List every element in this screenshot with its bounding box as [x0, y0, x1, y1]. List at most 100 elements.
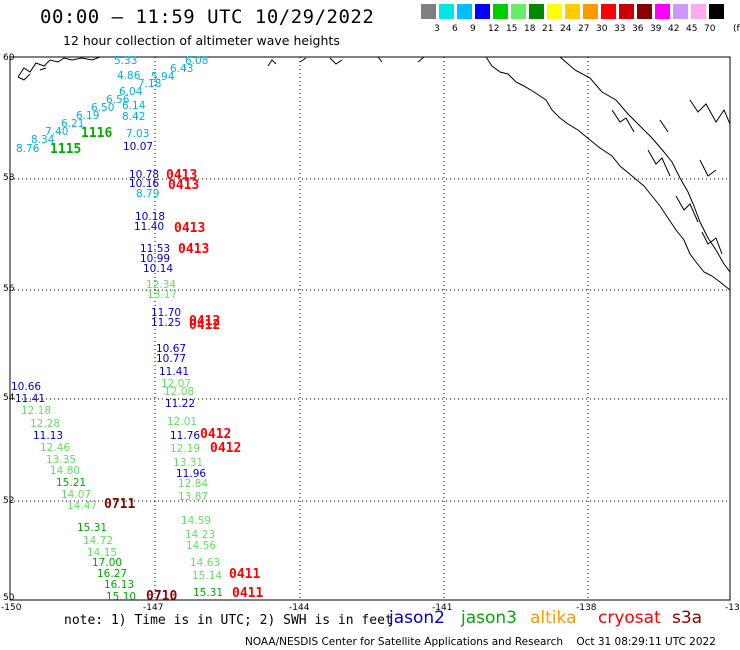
legend-item-jason2: jason2: [389, 608, 445, 628]
wave-height-value: 13.35: [46, 454, 76, 466]
colorbar-swatch: [511, 4, 526, 19]
pass-time-label: 0413: [166, 168, 197, 183]
colorbar-tick-label: 18: [524, 24, 536, 34]
wave-height-value: 10.77: [156, 353, 186, 365]
legend-item-altika: altika: [530, 608, 577, 628]
wave-height-value: 15.14: [192, 570, 222, 582]
colorbar-tick-label: 33: [614, 24, 626, 34]
wave-height-value: 12.18: [21, 405, 51, 417]
wave-height-value: 14.80: [50, 465, 80, 477]
colorbar-tick-label: 70: [704, 24, 716, 34]
page-subtitle: 12 hour collection of altimeter wave hei…: [63, 33, 340, 48]
wave-height-value: 14.56: [186, 540, 216, 552]
wave-height-value: 15.31: [193, 587, 223, 599]
coastline: [17, 56, 731, 291]
pass-time-label: 0411: [229, 567, 260, 582]
map-frame: [9, 56, 731, 601]
legend-item-jason3: jason3: [461, 608, 517, 628]
wave-height-value: 12.19: [170, 443, 200, 455]
wave-height-value: 11.96: [176, 468, 206, 480]
colorbar-swatch: [601, 4, 616, 19]
colorbar-tick-label: 42: [668, 24, 680, 34]
colorbar-swatch: [655, 4, 670, 19]
latitude-label: 50: [3, 593, 15, 603]
wave-height-value: 8.76: [16, 143, 40, 155]
wave-height-value: 16.27: [97, 568, 127, 580]
wave-height-value: 11.13: [33, 430, 63, 442]
longitude-label: -150: [1, 603, 22, 613]
graticule-grid: [10, 57, 730, 600]
footer-note: note: 1) Time is in UTC; 2) SWH is in fe…: [64, 613, 393, 628]
wave-height-value: 14.59: [181, 515, 211, 527]
pass-time-label: 0412: [200, 427, 231, 442]
colorbar-tick-label: 6: [452, 24, 458, 34]
colorbar-swatch: [691, 4, 706, 19]
page-title: 00:00 — 11:59 UTC 10/29/2022: [40, 6, 375, 28]
colorbar-tick-label: 36: [632, 24, 644, 34]
wave-height-value: 10.16: [129, 178, 159, 190]
colorbar-tick-label: 12: [488, 24, 500, 34]
wave-height-value: 11.22: [165, 398, 195, 410]
wave-height-value: 10.99: [140, 253, 170, 265]
wave-height-value: 5.33: [114, 55, 137, 67]
wave-height-value: 14.23: [185, 529, 215, 541]
pass-time-label: 0412: [189, 318, 220, 333]
wave-height-value: 12.28: [30, 418, 60, 430]
colorbar-swatch: [529, 4, 544, 19]
wave-height-value: 14.72: [83, 535, 113, 547]
wave-height-value: 11.41: [159, 366, 189, 378]
wave-height-value: 12.01: [167, 416, 197, 428]
wave-height-value: 13.87: [178, 491, 208, 503]
pass-time-labels: 1116111504130413041304130412041204120412…: [50, 126, 263, 604]
wave-height-value: 12.34: [146, 279, 176, 291]
wave-height-value: 8.79: [136, 188, 159, 200]
wave-height-value: 11.41: [15, 393, 45, 405]
wave-height-value: 11.76: [170, 430, 200, 442]
footer-credit: NOAA/NESDIS Center for Satellite Applica…: [245, 636, 716, 648]
wave-height-value: 6.04: [119, 86, 143, 98]
colorbar-swatch: [493, 4, 508, 19]
wave-height-value: 15.21: [56, 477, 86, 489]
latitude-label: 58: [3, 173, 15, 183]
wave-height-value: 10.07: [123, 141, 153, 153]
wave-height-value: 8.34: [31, 134, 55, 146]
wave-height-value: 14.47: [67, 500, 97, 512]
wave-height-value: 6.21: [61, 118, 84, 130]
colorbar-tick-label: 24: [560, 24, 572, 34]
wave-height-value: 15.31: [77, 522, 107, 534]
pass-time-label: 1116: [81, 126, 112, 141]
latitude-label: 52: [3, 496, 14, 506]
pass-time-label: 0711: [104, 497, 135, 512]
longitude-label: -13: [725, 603, 740, 613]
longitude-label: -141: [432, 603, 452, 613]
wave-height-value: 4.86: [117, 70, 141, 82]
latitude-label: 56: [3, 284, 15, 294]
wave-height-value: 6.50: [91, 102, 114, 114]
colorbar-tick-label: 45: [686, 24, 698, 34]
colorbar-swatch: [439, 4, 454, 19]
wave-height-value: 6.14: [122, 100, 146, 112]
colorbar-tick-label: 15: [506, 24, 518, 34]
wave-height-value: 13.31: [173, 457, 203, 469]
pass-time-label: 0413: [174, 221, 205, 236]
colorbar-swatch: [457, 4, 472, 19]
wave-height-value: 10.14: [143, 263, 173, 275]
wave-height-value: 5.94: [151, 71, 175, 83]
pass-time-label: 1115: [50, 142, 81, 157]
coastline-southeast-alaska: [559, 56, 731, 273]
longitude-labels: -150 -147 -144 -141 -138 -13: [1, 603, 740, 613]
pass-time-label: 0413: [168, 178, 199, 193]
colorbar-tick-label: 3: [434, 24, 440, 34]
colorbar-tick-label: 30: [596, 24, 608, 34]
wave-height-value: 15.10: [106, 591, 136, 603]
pass-time-label: 0412: [189, 314, 220, 329]
wave-height-values: 5.33 6.086.43 4.86 5.947.186.046.566.50 6.14…: [11, 55, 223, 603]
colorbar-swatch: [565, 4, 580, 19]
wave-height-value: 12.07: [161, 378, 191, 390]
legend-item-s3a: s3a: [672, 608, 703, 628]
wave-height-value: 12.84: [178, 478, 208, 490]
colorbar-swatch: [619, 4, 634, 19]
wave-height-value: 7.18: [138, 78, 161, 90]
wave-height-value: 13.17: [147, 289, 177, 301]
